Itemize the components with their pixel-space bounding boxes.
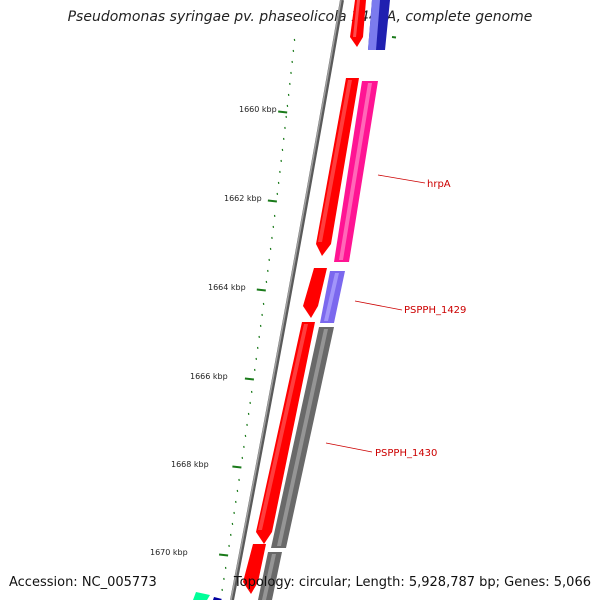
major-tick-1668	[232, 465, 242, 469]
major-ticks	[218, 36, 397, 557]
gene-red-top-hl	[353, 0, 360, 37]
tick-label-1666: 1666 kbp	[190, 372, 228, 381]
gene-hrpA-hl	[339, 83, 372, 260]
gene-grey-bottom-hl	[262, 554, 276, 600]
major-tick-1670	[218, 553, 229, 557]
accession-text: Accession: NC_005773	[9, 575, 157, 590]
minor-tick	[391, 36, 397, 39]
gene-labels: hrpA PSPPH_1429 PSPPH_1430	[375, 179, 466, 459]
minor-ruler	[221, 38, 296, 591]
forward-strand-genes	[243, 0, 366, 594]
label-hrpA: hrpA	[427, 179, 451, 190]
bottom-features	[193, 592, 222, 600]
tick-label-1660: 1660 kbp	[239, 105, 277, 114]
gene-red-4-hl	[258, 324, 308, 530]
reverse-strand-genes	[258, 0, 390, 600]
gene-PSPPH_1430-hl	[277, 329, 328, 546]
tick-label-1662: 1662 kbp	[224, 194, 262, 203]
genome-backbone	[230, 0, 344, 600]
genome-summary: Topology: circular; Length: 5,928,787 bp…	[233, 575, 591, 590]
tick-label-1670: 1670 kbp	[150, 548, 188, 557]
gene-PSPPH_1429-hl	[324, 273, 339, 321]
gene-red-3	[303, 268, 327, 318]
gene-teal	[193, 592, 210, 600]
major-tick-1664	[256, 288, 266, 292]
callout-lines	[325, 174, 426, 453]
label-PSPPH_1430: PSPPH_1430	[375, 448, 437, 459]
gene-blue-top-light	[368, 0, 380, 50]
tick-label-1664: 1664 kbp	[208, 283, 246, 292]
gene-red-2-hl	[318, 80, 352, 242]
major-tick-1666	[244, 377, 255, 381]
tick-label-1668: 1668 kbp	[171, 460, 209, 469]
gene-red-5	[243, 544, 266, 594]
gene-blue-bottom	[213, 597, 222, 600]
major-tick-1662	[267, 199, 277, 203]
map-title: Pseudomonas syringae pv. phaseolicola 14…	[67, 9, 533, 25]
tick-labels: 1660 kbp 1662 kbp 1664 kbp 1666 kbp 1668…	[150, 105, 277, 557]
major-tick-1660	[278, 110, 288, 114]
label-PSPPH_1429: PSPPH_1429	[404, 305, 466, 316]
